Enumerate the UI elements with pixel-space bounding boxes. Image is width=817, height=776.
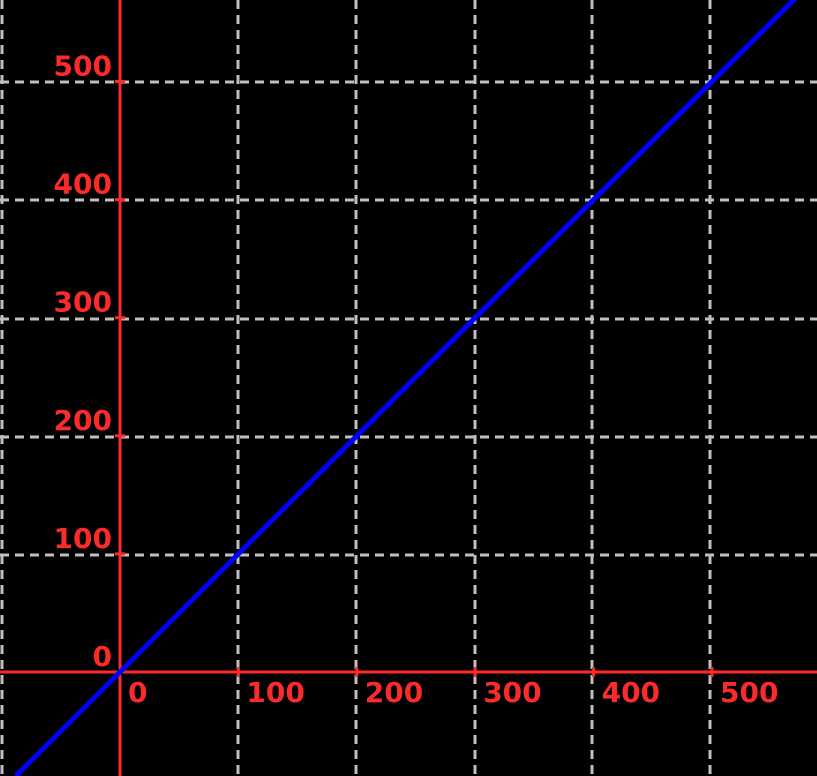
x-tick-label-0: 0 — [128, 676, 147, 709]
x-tick-label-300: 300 — [483, 676, 541, 709]
data-series — [14, 0, 798, 776]
series-line-0 — [14, 0, 798, 776]
x-tick-label-200: 200 — [365, 676, 423, 709]
y-tick-label-100: 100 — [54, 522, 112, 555]
y-tick-label-400: 400 — [54, 168, 112, 201]
grid-lines-horizontal — [0, 80, 817, 557]
y-tick-label-500: 500 — [54, 50, 112, 83]
x-tick-label-500: 500 — [720, 676, 778, 709]
y-tick-labels: 0 100 200 300 400 500 — [54, 50, 112, 674]
y-tick-label-200: 200 — [54, 404, 112, 437]
y-tick-label-0: 0 — [93, 640, 112, 673]
axis-ticks — [115, 80, 714, 677]
grid-lines-vertical — [0, 0, 712, 776]
x-tick-labels: 0 100 200 300 400 500 — [128, 676, 778, 709]
x-tick-label-100: 100 — [246, 676, 304, 709]
x-tick-label-400: 400 — [602, 676, 660, 709]
y-tick-label-300: 300 — [54, 286, 112, 319]
